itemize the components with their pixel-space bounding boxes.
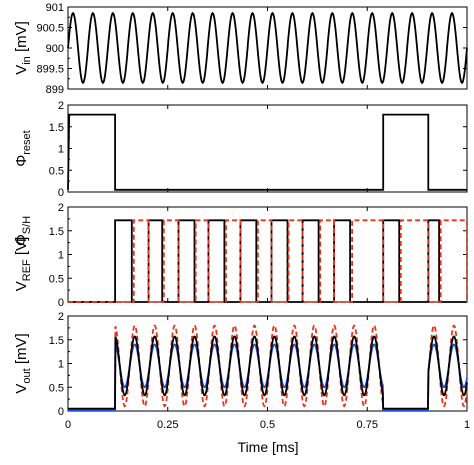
y-tick-label: 0.5 <box>49 382 64 394</box>
panel-4: 2 1.5 1 0.5 0 Vout [mV] <box>13 311 468 418</box>
y-label-sub: REF <box>21 259 33 281</box>
series-line-2 <box>68 219 468 303</box>
y-tick-label: 901 <box>46 2 64 14</box>
panel-1: 901 900.5 900 899.5 899 Vin [mV] <box>13 2 468 96</box>
y-tick-label: 2 <box>58 202 64 214</box>
y-tick-label: 900 <box>46 43 64 55</box>
y-tick-label: 0 <box>58 406 64 418</box>
series-line-3 <box>68 335 468 410</box>
y-tick-label: 899.5 <box>36 64 64 76</box>
x-tick-label: 0.75 <box>357 419 378 431</box>
y-tick-label: 0 <box>58 187 64 199</box>
y-tick-label: 0.5 <box>49 273 64 285</box>
y-label-main: Φ <box>13 155 30 167</box>
series-line-1 <box>68 219 467 303</box>
y-axis-label: Φreset <box>13 130 33 166</box>
y-tick-label: 2 <box>58 100 64 112</box>
y-label2-main: Φ <box>13 234 30 246</box>
y-tick-label: 0 <box>58 297 64 309</box>
y-label-main: V <box>13 281 30 291</box>
y-tick-label: 0.5 <box>49 165 64 177</box>
y-tick-label: 2 <box>58 311 64 323</box>
y-axis-label: VREF [V] <box>13 237 33 292</box>
panel-2: 2 1.5 1 0.5 0 Φreset <box>13 100 468 199</box>
x-tick-label: 0.25 <box>157 419 178 431</box>
y-label-main: V <box>13 65 30 75</box>
x-tick-label: 0 <box>65 419 71 431</box>
x-axis-label: Time [ms] <box>238 439 299 455</box>
series-line-1 <box>68 324 468 411</box>
y-label-unit: [mV] <box>13 21 30 56</box>
y-label2-sub: S/H <box>21 216 33 234</box>
y-label-unit: [V] <box>13 237 30 260</box>
y-tick-label: 1.5 <box>49 335 64 347</box>
y-tick-label: 900.5 <box>36 23 64 35</box>
y-label-main: V <box>13 384 30 394</box>
y-tick-label: 1.5 <box>49 226 64 238</box>
panel-frame <box>67 104 468 193</box>
y-axis-label: Vout [mV] <box>13 333 33 393</box>
y-tick-label: 1.5 <box>49 122 64 134</box>
y-tick-label: 1 <box>58 250 64 262</box>
x-tick-label: 0.5 <box>260 419 275 431</box>
series-line-1 <box>67 11 468 85</box>
y-tick-label: 899 <box>46 84 64 96</box>
x-tick-label: 1 <box>464 419 470 431</box>
panel-frame <box>67 315 468 412</box>
panel-frame <box>67 206 468 303</box>
y-label-unit: [mV] <box>13 333 30 368</box>
y-label-sub: out <box>21 368 33 383</box>
y-tick-label: 1 <box>58 144 64 156</box>
series-line-1 <box>67 113 467 191</box>
x-tick-labels: 0 0.25 0.5 0.75 1 <box>65 419 470 431</box>
y-label-sub: reset <box>21 130 33 154</box>
y-label-sub: in <box>21 56 33 65</box>
y-axis-label: Vin [mV] <box>13 21 33 75</box>
y-axis-label-2: ΦS/H <box>13 216 33 246</box>
y-tick-label: 1 <box>58 359 64 371</box>
